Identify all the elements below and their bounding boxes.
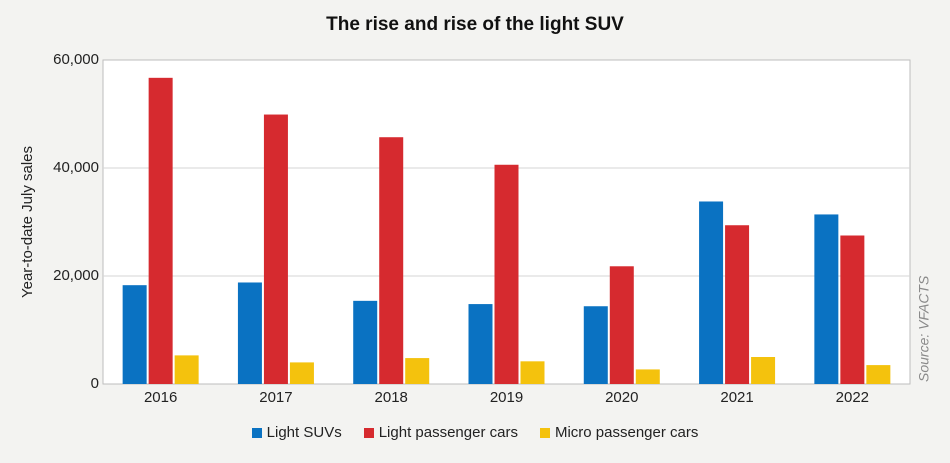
bar-light-passenger-cars-2020 <box>609 266 634 384</box>
legend-swatch <box>539 427 550 438</box>
bar-light-suvs-2021 <box>699 201 724 384</box>
bar-micro-passenger-cars-2021 <box>751 357 776 384</box>
bar-micro-passenger-cars-2019 <box>520 361 545 384</box>
y-axis-ticks: 0 20,000 40,000 60,000 <box>53 51 99 392</box>
bar-light-passenger-cars-2019 <box>494 164 519 384</box>
bar-micro-passenger-cars-2017 <box>289 362 314 384</box>
bar-light-suvs-2016 <box>122 285 147 384</box>
x-tick-label: 2018 <box>375 389 408 406</box>
source-note: Source: VFACTS <box>916 275 932 382</box>
bar-light-suvs-2018 <box>353 300 378 384</box>
bar-light-suvs-2020 <box>583 306 608 384</box>
bar-light-suvs-2022 <box>814 214 839 384</box>
x-tick-label: 2019 <box>490 389 523 406</box>
legend-label: Micro passenger cars <box>554 424 699 441</box>
bar-light-suvs-2017 <box>237 282 262 384</box>
y-tick-label: 40,000 <box>53 159 99 176</box>
bar-light-passenger-cars-2022 <box>840 235 865 384</box>
legend-label: Light SUVs <box>266 424 342 441</box>
chart-title: The rise and rise of the light SUV <box>326 14 624 35</box>
legend-item: Light SUVs <box>251 424 342 441</box>
bar-micro-passenger-cars-2022 <box>866 365 891 384</box>
bar-micro-passenger-cars-2018 <box>405 358 430 384</box>
x-tick-label: 2017 <box>259 389 292 406</box>
legend-swatch <box>363 427 374 438</box>
y-tick-label: 0 <box>91 375 99 392</box>
bar-light-passenger-cars-2017 <box>263 114 288 384</box>
x-axis-ticks: 2016 2017 2018 2019 2020 2021 2022 <box>144 389 869 406</box>
y-axis-label: Year-to-date July sales <box>19 146 36 298</box>
legend: Light SUVs Light passenger cars Micro pass… <box>0 424 950 441</box>
bar-micro-passenger-cars-2020 <box>635 369 660 384</box>
x-tick-label: 2022 <box>836 389 869 406</box>
legend-item: Light passenger cars <box>363 424 518 441</box>
y-tick-label: 20,000 <box>53 267 99 284</box>
x-tick-label: 2021 <box>720 389 753 406</box>
legend-item: Micro passenger cars <box>539 424 699 441</box>
bars <box>122 77 891 384</box>
bar-light-passenger-cars-2016 <box>148 77 173 384</box>
bar-light-passenger-cars-2018 <box>379 137 404 384</box>
bar-light-passenger-cars-2021 <box>725 225 750 384</box>
x-tick-label: 2020 <box>605 389 638 406</box>
y-tick-label: 60,000 <box>53 51 99 68</box>
x-tick-label: 2016 <box>144 389 177 406</box>
legend-label: Light passenger cars <box>378 424 518 441</box>
bar-micro-passenger-cars-2016 <box>174 355 199 384</box>
legend-swatch <box>251 427 262 438</box>
bar-light-suvs-2019 <box>468 304 493 384</box>
